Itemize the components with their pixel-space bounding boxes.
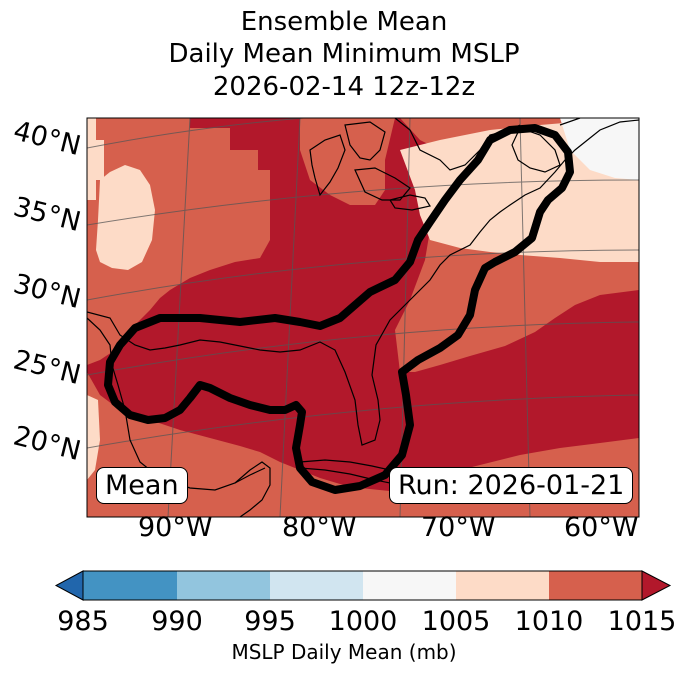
colorbar-extend-low: [54, 570, 84, 601]
lon-label-80w: 80°W: [282, 512, 357, 543]
coastline-maritimes: [511, 118, 581, 173]
outline-contour: [104, 124, 574, 494]
field-1005-southwest: [87, 395, 100, 480]
colorbar-seg-985-990: [83, 571, 177, 600]
title-line-2: Daily Mean Minimum MSLP: [168, 39, 520, 69]
field-1005-gulf: [96, 165, 155, 270]
lon-label-70w: 70°W: [421, 512, 496, 543]
parallel-25n: [87, 321, 639, 376]
title-line-3: 2026-02-14 12z-12z: [212, 72, 476, 102]
coastline-great-lakes: [309, 121, 431, 211]
lon-label-60w: 60°W: [564, 512, 639, 543]
colorbar-seg-995-1000: [270, 571, 363, 600]
meridian-60w: [519, 118, 531, 517]
colorbar-seg-1005-1010: [456, 571, 549, 600]
lon-label-90w: 90°W: [138, 512, 213, 543]
field-1010-north: [300, 118, 395, 205]
mean-label-box: Mean: [96, 467, 188, 504]
colorbar-tick-990: 990: [151, 606, 203, 637]
map-frame: [86, 117, 640, 518]
colorbar-tick-995: 995: [244, 606, 296, 637]
colorbar-seg-990-995: [177, 571, 270, 600]
colorbar-tick-1015: 1015: [607, 606, 677, 637]
title-line-1: Ensemble Mean: [240, 7, 448, 37]
field-1005-west: [87, 118, 104, 200]
colorbar-tick-1010: 1010: [514, 606, 584, 637]
parallel-30n: [87, 249, 639, 301]
coastline-mexico: [87, 317, 266, 491]
parallel-40n: [87, 118, 639, 149]
colorbar-seg-1000-1005: [363, 571, 456, 600]
colorbar-tick-1005: 1005: [421, 606, 491, 637]
colorbar-frame: [82, 570, 643, 601]
run-label-box: Run: 2026-01-21: [389, 467, 634, 504]
coastline-gulf: [87, 119, 639, 446]
colorbar-label: MSLP Daily Mean (mb): [231, 640, 457, 664]
coastline-yucatan: [234, 461, 271, 517]
colorbar-seg-1010-1015: [549, 571, 642, 600]
colorbar-tick-985: 985: [57, 606, 109, 637]
colorbar-extend-high: [641, 570, 672, 601]
colorbar-tick-1000: 1000: [328, 606, 398, 637]
field-1000-northeast: [560, 118, 639, 180]
parallel-20n: [87, 394, 639, 449]
